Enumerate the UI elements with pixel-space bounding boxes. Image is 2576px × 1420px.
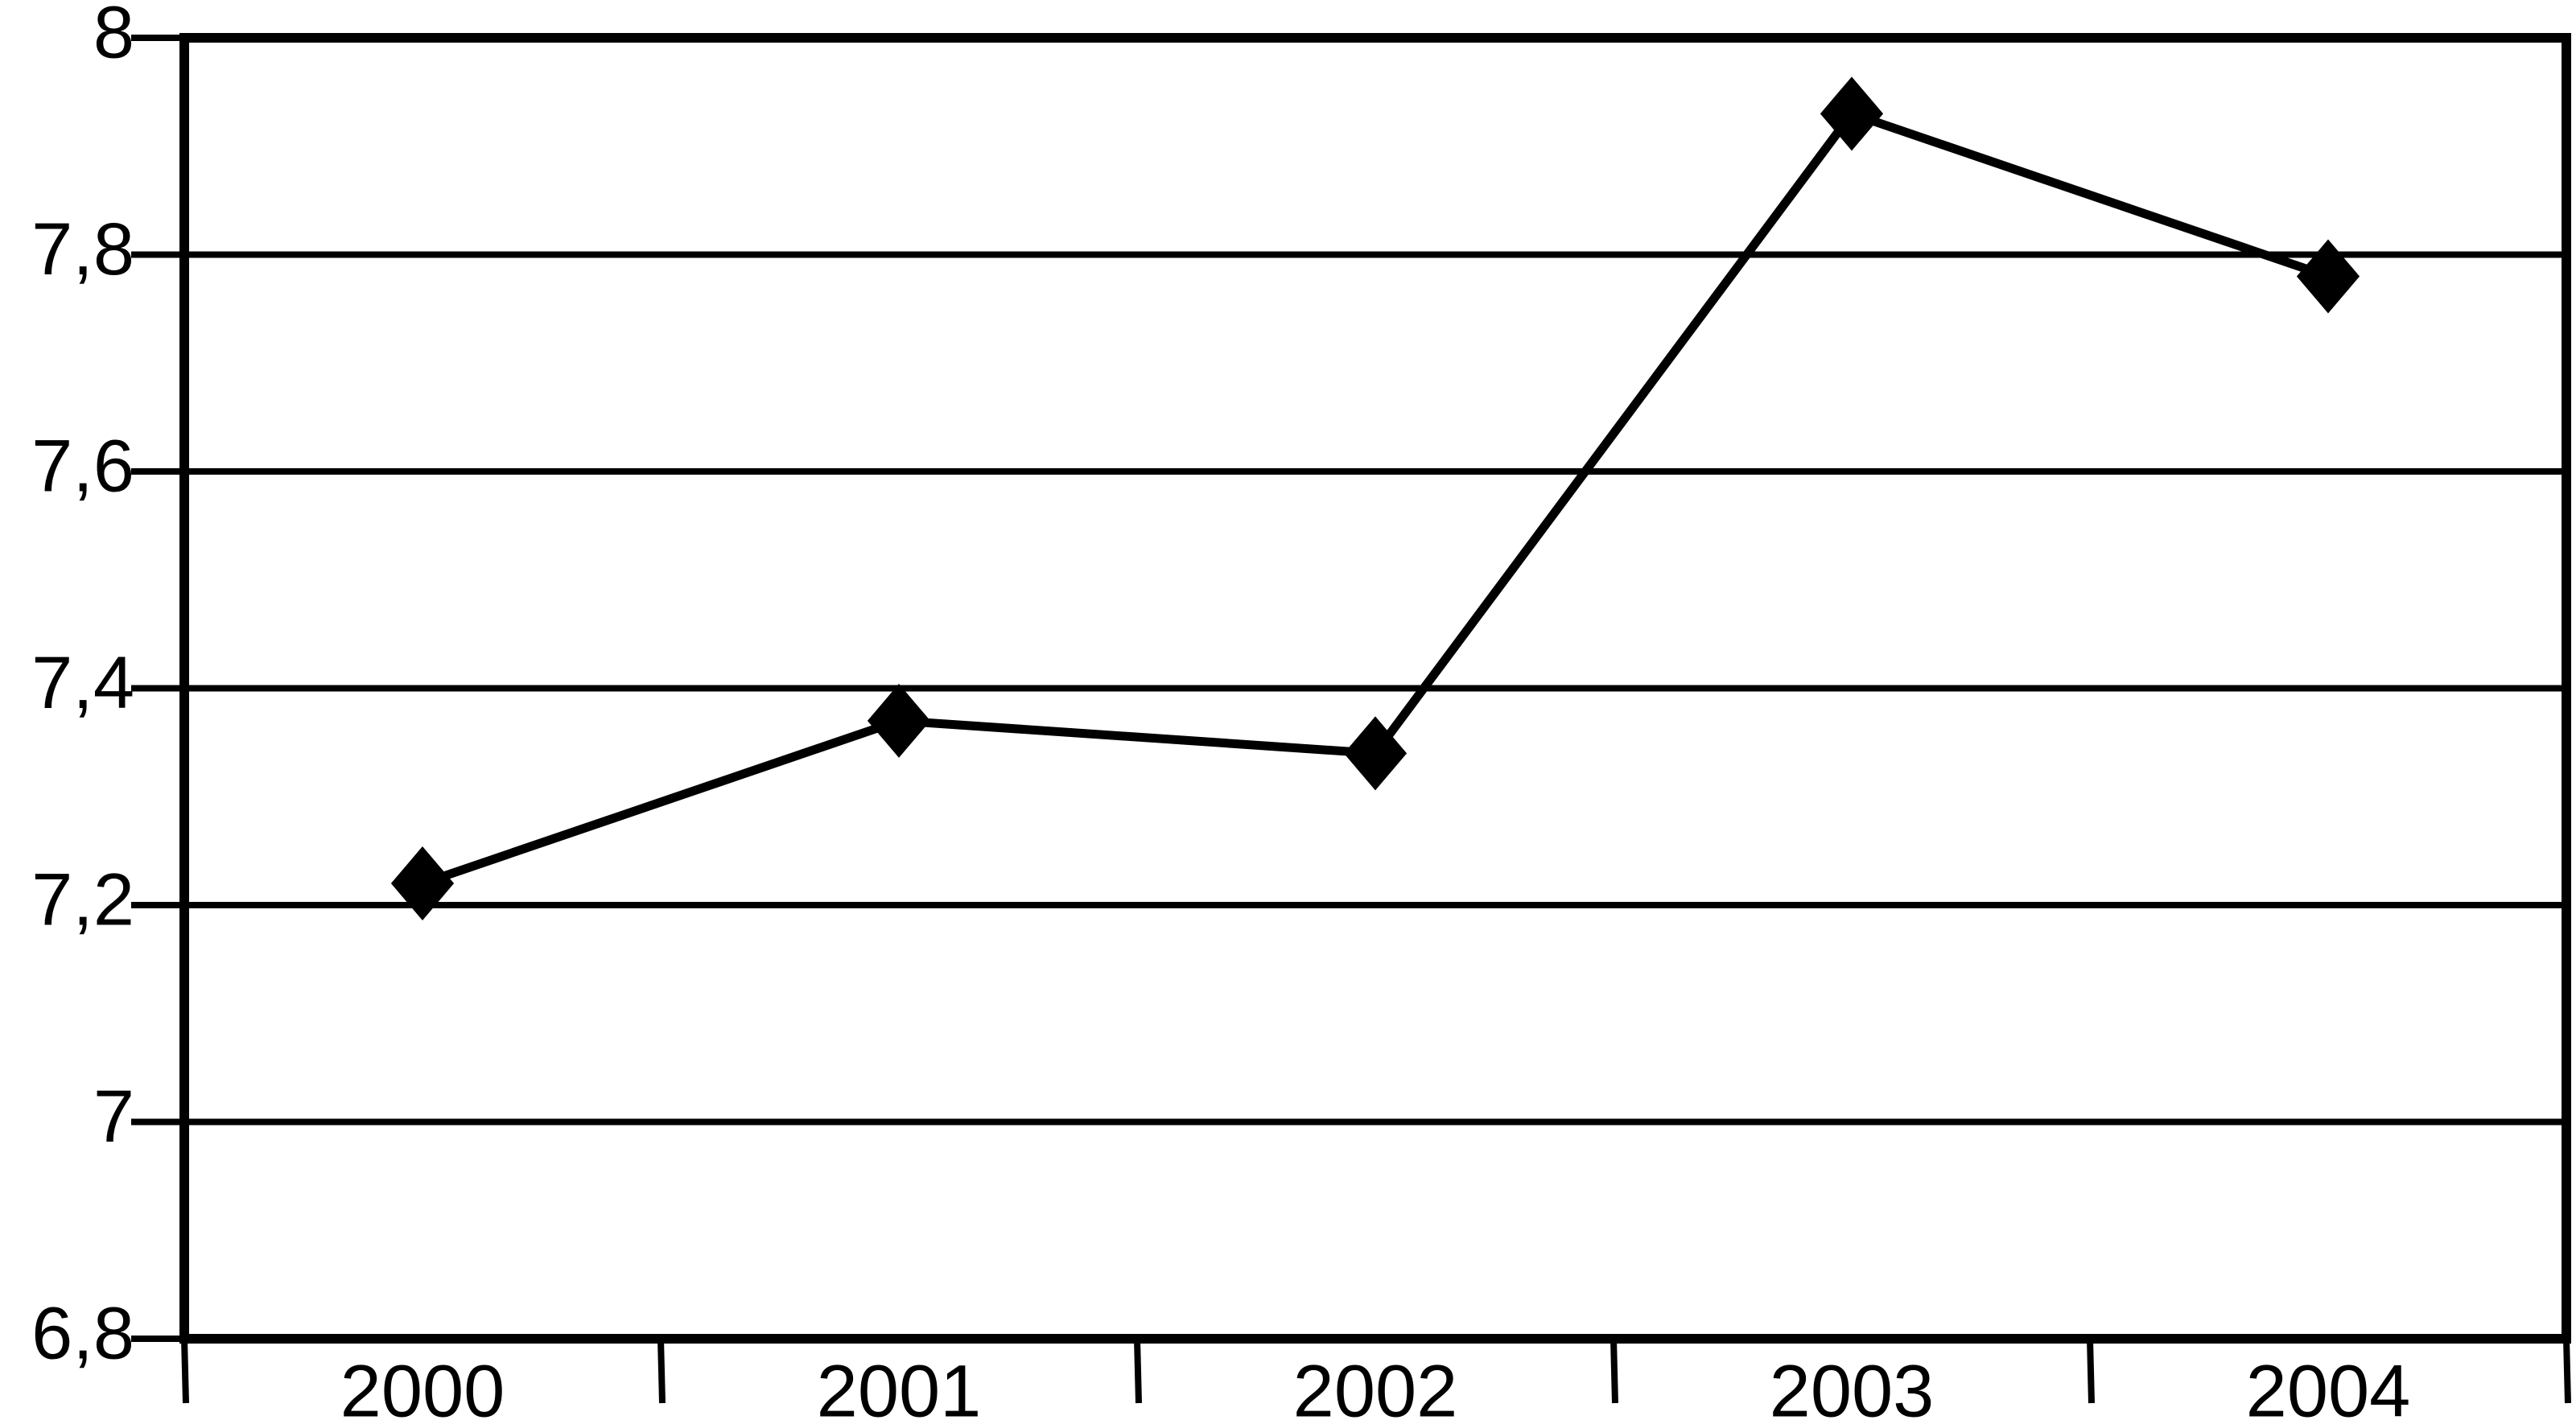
x-tick-mark [2087, 1338, 2095, 1404]
data-marker [867, 683, 931, 758]
y-tick-label: 8 [93, 0, 134, 73]
data-marker [1820, 76, 1884, 151]
x-tick-mark [1134, 1338, 1142, 1404]
x-tick-mark [2563, 1338, 2571, 1404]
x-tick-label: 2000 [340, 1350, 505, 1420]
data-marker [390, 846, 455, 921]
y-tick-label: 7,8 [31, 208, 134, 290]
x-tick-label: 2003 [1770, 1350, 1935, 1420]
data-marker [1343, 716, 1408, 791]
y-tick-label: 7,6 [31, 425, 134, 507]
y-tick-label: 6,8 [31, 1292, 134, 1374]
x-tick-mark [1610, 1338, 1618, 1404]
x-tick-mark [181, 1338, 189, 1404]
x-tick-label: 2001 [817, 1350, 982, 1420]
data-marker [2296, 239, 2360, 314]
y-tick-label: 7,4 [31, 642, 134, 724]
x-tick-mark [657, 1338, 666, 1404]
plot-frame [179, 33, 2571, 1344]
x-tick-label: 2004 [2246, 1350, 2411, 1420]
x-tick-label: 2002 [1293, 1350, 1458, 1420]
y-tick-label: 7 [93, 1076, 134, 1158]
y-tick-label: 7,2 [31, 858, 134, 940]
